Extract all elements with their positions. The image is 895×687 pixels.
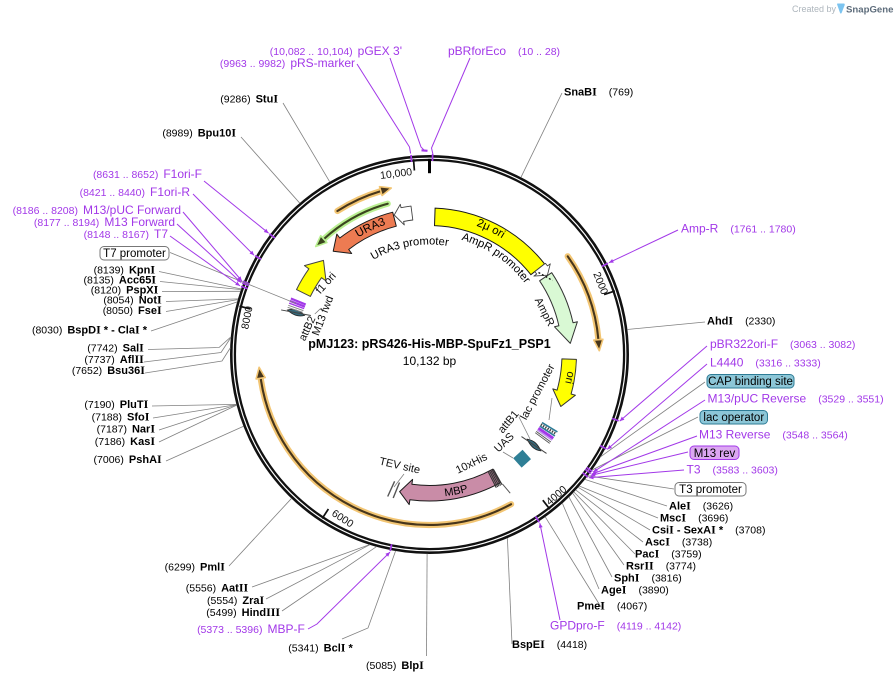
svg-text:(5499)​HindIII: (5499)​HindIII (206, 605, 280, 619)
svg-text:SnapGene: SnapGene (846, 5, 893, 16)
svg-text:(7186)​KasI: (7186)​KasI (95, 434, 156, 448)
svg-text:Created by: Created by (792, 4, 837, 14)
svg-text:M13/pUC Reverse​(3529 .. 3551): M13/pUC Reverse​(3529 .. 3551) (708, 392, 884, 406)
svg-text:(6299)​PmlI: (6299)​PmlI (165, 560, 226, 574)
svg-text:L4440​(3316 .. 3333): L4440​(3316 .. 3333) (710, 356, 821, 370)
svg-text:T3​(3583 .. 3603): T3​(3583 .. 3603) (687, 463, 778, 477)
svg-text:T7 promoter: T7 promoter (103, 248, 166, 260)
svg-text:(5085)​BlpI: (5085)​BlpI (366, 658, 424, 672)
svg-text:(8030)​BspDI * - ClaI *: (8030)​BspDI * - ClaI * (32, 323, 148, 337)
svg-text:(7652)​Bsu36I: (7652)​Bsu36I (72, 363, 145, 377)
svg-text:(9286)​StuI: (9286)​StuI (220, 92, 278, 106)
svg-text:(8050)​FseI: (8050)​FseI (103, 303, 162, 317)
svg-text:(7737)​AflII: (7737)​AflII (84, 352, 144, 366)
svg-text:lac operator: lac operator (703, 412, 764, 424)
svg-text:(8631 .. 8652)​F1ori-F: (8631 .. 8652)​F1ori-F (93, 167, 202, 181)
svg-text:(8421 .. 8440)​F1ori-R: (8421 .. 8440)​F1ori-R (80, 185, 191, 199)
svg-text:CAP binding site: CAP binding site (708, 376, 793, 388)
svg-text:(5554)​ZraI: (5554)​ZraI (207, 593, 264, 607)
svg-text:(8989)​Bpu10I: (8989)​Bpu10I (162, 126, 236, 140)
svg-text:(7187)​NarI: (7187)​NarI (97, 421, 156, 435)
svg-text:(8148 .. 8167)​T7: (8148 .. 8167)​T7 (84, 227, 169, 241)
svg-text:pMJ123: pRS426-His-MBP-SpuFz1_: pMJ123: pRS426-His-MBP-SpuFz1_PSP1 (308, 337, 550, 351)
svg-text:T3 promoter: T3 promoter (679, 484, 742, 496)
svg-text:pBRforEco​(10 .. 28): pBRforEco​(10 .. 28) (448, 44, 560, 58)
svg-text:(7188)​SfoI: (7188)​SfoI (92, 409, 150, 423)
svg-text:M13 rev: M13 rev (694, 448, 736, 460)
svg-text:ori: ori (562, 370, 576, 384)
svg-text:(5373 .. 5396)​MBP-F: (5373 .. 5396)​MBP-F (197, 622, 305, 636)
svg-text:10,132 bp: 10,132 bp (403, 354, 457, 368)
svg-text:Amp-R​(1761 .. 1780): Amp-R​(1761 .. 1780) (681, 222, 796, 236)
